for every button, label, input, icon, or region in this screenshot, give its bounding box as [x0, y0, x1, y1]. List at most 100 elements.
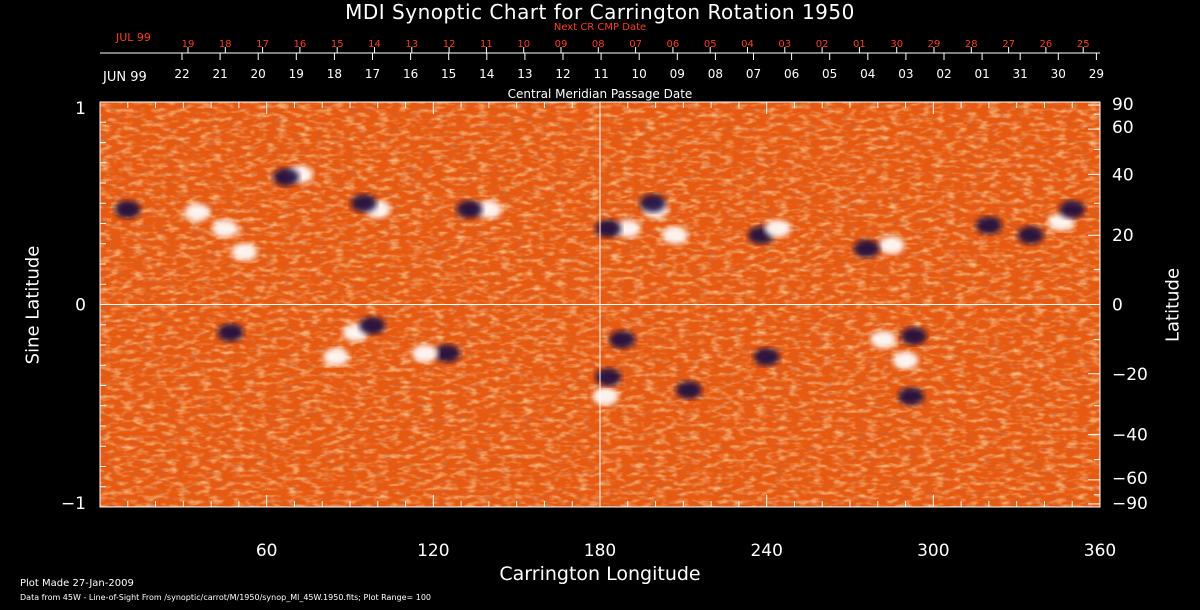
cmp-date-label: 17 — [365, 67, 380, 81]
next-cr-date-label: 08 — [592, 39, 605, 50]
active-region-negative — [675, 381, 702, 400]
cmp-date-label: 08 — [708, 67, 723, 81]
chart-title: MDI Synoptic Chart for Carrington Rotati… — [345, 0, 855, 24]
cmp-date-label: 29 — [1089, 67, 1104, 81]
cmp-date-label: 16 — [403, 67, 418, 81]
cmp-date-label: 18 — [327, 67, 342, 81]
y-tick-label-left: 0 — [75, 296, 86, 316]
active-region-positive — [662, 226, 688, 245]
x-tick-label: 240 — [750, 541, 782, 561]
active-region-negative — [456, 200, 483, 219]
cmp-date-label: 04 — [860, 67, 875, 81]
next-cr-date-label: 18 — [219, 39, 232, 50]
active-region-positive — [231, 243, 258, 262]
active-region-positive — [878, 236, 905, 255]
active-region-negative — [898, 387, 925, 406]
next-cr-date-label: 26 — [1040, 39, 1053, 50]
next-cr-month-label: JUL 99 — [116, 31, 151, 44]
cmp-date-label: 12 — [555, 67, 570, 81]
cmp-date-label: 01 — [974, 67, 989, 81]
active-region-negative — [1017, 226, 1044, 245]
active-region-negative — [114, 200, 141, 219]
active-region-negative — [595, 368, 622, 387]
active-region-negative — [273, 168, 300, 187]
active-region-negative — [639, 194, 666, 213]
active-region-positive — [184, 203, 211, 222]
active-region-positive — [870, 330, 897, 349]
next-cr-date-label: 15 — [331, 39, 344, 50]
active-region-negative — [350, 194, 377, 213]
next-cr-date-label: 09 — [555, 39, 568, 50]
next-cr-date-label: 14 — [368, 39, 381, 50]
active-region-negative — [217, 323, 244, 342]
next-cr-date-label: 27 — [1002, 39, 1015, 50]
cmp-date-label: 20 — [251, 67, 266, 81]
x-tick-label: 60 — [256, 541, 278, 561]
next-cr-date-label: 11 — [480, 39, 493, 50]
active-region-positive — [475, 200, 502, 219]
cmp-date-label: 22 — [174, 67, 189, 81]
y-tick-label-right: 60 — [1112, 118, 1134, 138]
next-cr-date-label: 17 — [256, 39, 269, 50]
cmp-date-label: 03 — [898, 67, 913, 81]
active-region-negative — [434, 344, 461, 363]
y-tick-label-right: 20 — [1112, 226, 1134, 246]
active-region-positive — [592, 387, 619, 406]
x-tick-label: 180 — [584, 541, 616, 561]
active-region-positive — [412, 344, 438, 363]
next-cr-date-label: 01 — [853, 39, 866, 50]
next-cr-date-label: 05 — [704, 39, 717, 50]
y-axis-label-right: Latitude — [1162, 267, 1184, 343]
next-cr-date-label: 04 — [741, 39, 754, 50]
cmp-month-label: JUN 99 — [103, 70, 147, 85]
next-cr-date-label: 07 — [629, 39, 642, 50]
active-region-negative — [1059, 200, 1086, 219]
active-region-negative — [359, 316, 386, 335]
active-region-negative — [595, 219, 622, 238]
cmp-date-label: 30 — [1051, 67, 1066, 81]
x-tick-label: 360 — [1084, 541, 1116, 561]
y-tick-label-right: −40 — [1112, 426, 1148, 446]
y-tick-label-right: −20 — [1112, 365, 1148, 385]
x-tick-label: 300 — [917, 541, 949, 561]
active-region-negative — [975, 216, 1002, 235]
next-cr-date-label: 19 — [182, 39, 195, 50]
plot-made-note: Plot Made 27-Jan-2009 — [20, 578, 134, 589]
next-cr-date-label: 25 — [1077, 39, 1090, 50]
next-cr-date-label: 30 — [890, 39, 903, 50]
active-region-negative — [900, 327, 927, 346]
x-tick-label: 120 — [417, 541, 449, 561]
cmp-date-label: 31 — [1013, 67, 1028, 81]
cmp-date-label: 21 — [212, 67, 227, 81]
y-tick-label-right: 90 — [1112, 95, 1134, 115]
data-source-note: Data from 45W - Line-of-Sight From /syno… — [20, 593, 432, 602]
active-region-negative — [753, 347, 780, 366]
y-tick-label-right: −90 — [1112, 494, 1148, 514]
next-cr-date-label: 02 — [816, 39, 829, 50]
active-region-positive — [323, 347, 350, 366]
next-cr-date-label: 12 — [443, 39, 456, 50]
active-region-positive — [892, 351, 919, 370]
y-axis-label-left: Sine Latitude — [22, 245, 44, 365]
next-cr-axis-label: Next CR CMP Date — [553, 22, 647, 33]
next-cr-date-label: 06 — [667, 39, 680, 50]
next-cr-date-label: 13 — [405, 39, 418, 50]
next-cr-date-label: 03 — [778, 39, 791, 50]
y-tick-label-right: 0 — [1112, 296, 1123, 316]
cmp-date-label: 15 — [441, 67, 456, 81]
y-tick-label-left: 1 — [75, 99, 86, 119]
next-cr-date-label: 16 — [294, 39, 307, 50]
cmp-axis-label: Central Meridian Passage Date — [507, 87, 693, 101]
cmp-date-label: 09 — [670, 67, 685, 81]
next-cr-date-label: 10 — [517, 39, 530, 50]
cmp-date-label: 13 — [517, 67, 532, 81]
active-region-positive — [764, 219, 791, 238]
y-tick-label-left: −1 — [61, 494, 86, 514]
active-region-positive — [212, 219, 238, 238]
cmp-date-label: 10 — [632, 67, 647, 81]
cmp-date-label: 14 — [479, 67, 494, 81]
active-region-negative — [609, 330, 636, 349]
cmp-date-label: 02 — [936, 67, 951, 81]
active-region-positive — [614, 219, 641, 238]
